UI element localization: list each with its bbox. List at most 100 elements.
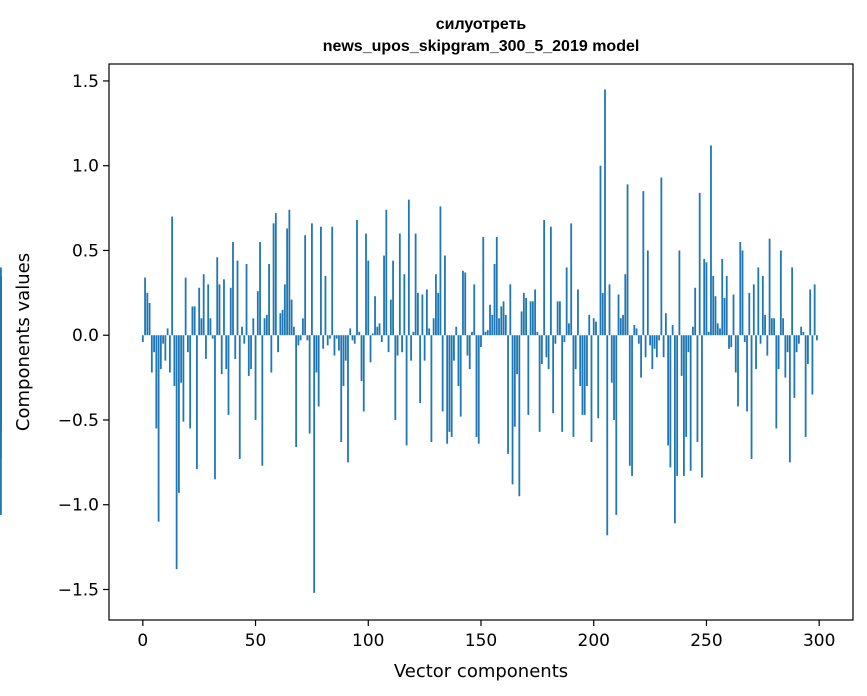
bar (773, 318, 775, 336)
bar (292, 326, 295, 336)
bar (608, 284, 611, 336)
bar (800, 326, 803, 336)
bar (495, 236, 498, 336)
bar (157, 335, 160, 522)
bar (649, 335, 651, 346)
bar (205, 335, 207, 359)
bar (741, 250, 744, 336)
bar (619, 318, 622, 336)
bar (604, 89, 606, 336)
bar (601, 292, 604, 336)
bar (577, 289, 579, 336)
bar (193, 306, 196, 336)
bar (389, 299, 392, 336)
bar (144, 277, 146, 336)
x-axis-ticks: 0 50 100 150 200 250 300 (137, 620, 835, 651)
bar (721, 258, 724, 336)
bar (344, 335, 347, 361)
bar (673, 335, 676, 524)
bar (637, 335, 640, 344)
bar (572, 335, 575, 437)
bar (615, 335, 618, 515)
bar (241, 326, 243, 336)
bar (187, 335, 189, 353)
bar (752, 284, 755, 336)
bar (234, 335, 237, 359)
bar (290, 299, 293, 336)
bar (755, 335, 757, 370)
bar (207, 284, 210, 336)
bar (369, 335, 372, 363)
bar (250, 335, 252, 370)
bar (518, 335, 521, 497)
bar (732, 294, 735, 336)
bar (256, 291, 259, 336)
bar (455, 326, 458, 336)
bar (211, 335, 214, 339)
bar (714, 296, 717, 336)
bar (378, 323, 381, 336)
bar (554, 335, 557, 344)
bar (468, 335, 471, 370)
bar (225, 335, 228, 370)
bar (166, 328, 169, 336)
bar (676, 335, 679, 476)
bar (592, 318, 595, 336)
bar (439, 206, 442, 336)
x-tick-label: 200 (578, 631, 610, 651)
bar (306, 335, 309, 341)
bar (482, 236, 485, 336)
bar (446, 335, 449, 444)
y-tick-label: −0.5 (58, 411, 99, 431)
bar (196, 335, 198, 470)
bar (466, 335, 469, 356)
bar (624, 274, 627, 336)
bar (565, 267, 568, 336)
bar (809, 289, 812, 336)
bar (527, 335, 530, 415)
bar (153, 335, 155, 353)
bar (685, 335, 688, 437)
bar (218, 284, 221, 336)
bar (320, 226, 322, 336)
bar (540, 335, 543, 365)
bar (229, 287, 232, 336)
bar (784, 335, 787, 378)
bar (719, 328, 721, 336)
bar (304, 235, 307, 336)
bar (349, 328, 352, 336)
bar (358, 331, 361, 336)
bar (664, 313, 667, 336)
bar (581, 335, 584, 415)
x-tick-label: 150 (465, 631, 497, 651)
bar (748, 292, 751, 336)
bar (471, 331, 473, 336)
bar (462, 270, 464, 336)
bar (198, 287, 201, 336)
bar (410, 335, 413, 361)
bar (531, 301, 534, 336)
bar (561, 335, 564, 432)
bar (182, 335, 185, 422)
bar (356, 219, 358, 336)
bar (423, 335, 426, 361)
bar (407, 199, 410, 336)
bar (432, 318, 435, 336)
bar (459, 335, 462, 417)
bar (295, 335, 298, 448)
bar (563, 335, 566, 342)
bar (414, 233, 417, 336)
bar (297, 335, 300, 346)
bar (155, 335, 158, 429)
bar (694, 287, 697, 336)
bar (529, 301, 532, 336)
bar (538, 335, 541, 432)
bar (383, 255, 385, 336)
x-tick-label: 50 (245, 631, 267, 651)
bar (371, 333, 374, 336)
bar (737, 335, 739, 407)
bar (739, 241, 742, 336)
bar (270, 335, 273, 373)
bar (164, 335, 167, 361)
